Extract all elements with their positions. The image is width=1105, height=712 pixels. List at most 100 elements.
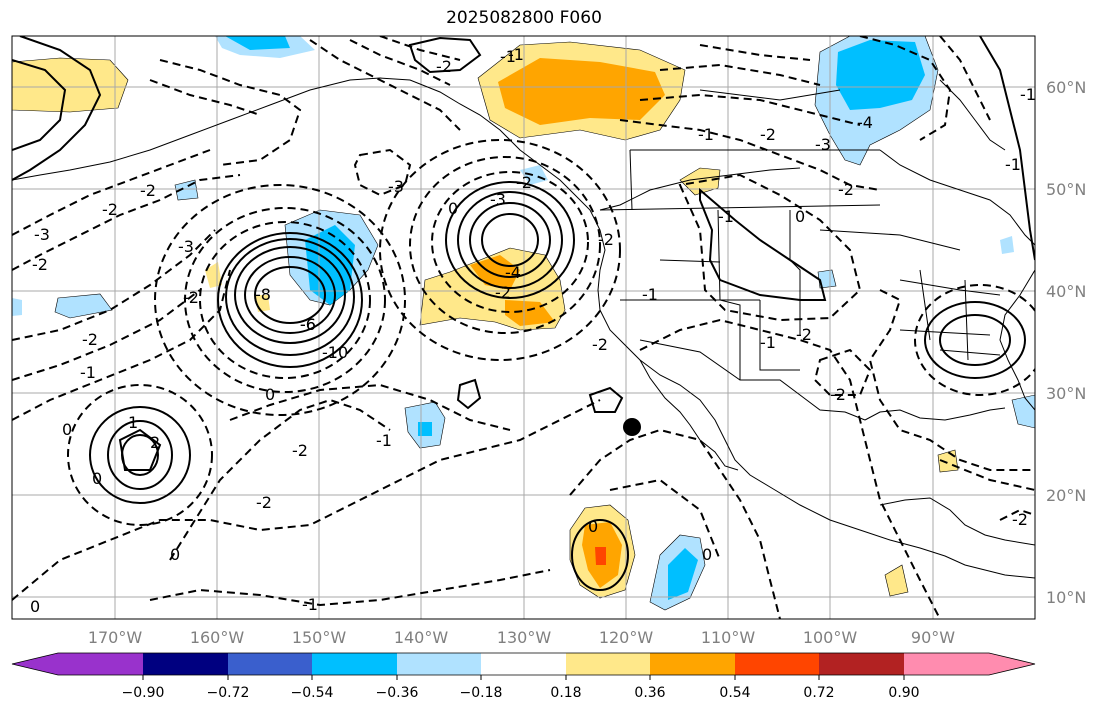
contour-label: -1 [642,285,658,304]
contour-label: -2 [796,325,812,344]
colorbar-extend-right [989,653,1035,675]
contour-label: -2 [292,441,308,460]
contour-label: -2 [140,181,156,200]
contour-label: -1 [80,363,96,382]
colorbar-tick-label: 0.54 [719,685,750,701]
colorbar-segment [58,653,143,675]
colorbar-tick-label: −0.90 [122,685,165,701]
lat-label: 60°N [1046,78,1086,97]
lat-label: 20°N [1046,486,1086,505]
lon-label: 120°W [599,628,654,647]
contour-label: -3 [34,225,50,244]
contour-label: 0 [588,517,598,536]
contour-label: 0 [62,420,72,439]
colorbar-tick-label: −0.18 [460,685,503,701]
contour-label: -1 [508,45,524,64]
colorbar-segment [566,653,650,675]
lon-label: 110°W [701,628,756,647]
colorbar-extend-left [12,653,58,675]
colorbar-segment [735,653,819,675]
contour-label: -1 [1020,85,1036,104]
colorbar-segment [650,653,735,675]
colorbar-outline [11,652,1036,676]
contour-label: -1 [302,595,318,614]
contour-label: -1 [376,431,392,450]
contour-label: -2 [1012,510,1028,529]
lat-label: 10°N [1046,588,1086,607]
contour-label: 1 [128,413,138,432]
colorbar-segment [819,653,904,675]
coastlines [12,77,1035,579]
contour-label: 0 [92,469,102,488]
colorbar-tick-label: 0.90 [888,685,919,701]
latitude-labels: 60°N 50°N 40°N 30°N 20°N 10°N [1046,78,1086,607]
contour-lines [12,36,1035,619]
lon-label: 100°W [803,628,858,647]
contour-label: -2 [183,288,199,307]
contour-label: -2 [256,493,272,512]
colorbar-segment [312,653,397,675]
contour-label: 0 [30,597,40,616]
contour-label: -1 [1005,155,1021,174]
colorbar-tick-label: −0.36 [376,685,419,701]
lon-label: 140°W [394,628,449,647]
contour-label: -1 [760,333,776,352]
lon-label: 130°W [497,628,552,647]
contour-label: -4 [505,263,521,282]
contour-label: -1 [500,47,516,66]
contour-label: -2 [32,255,48,274]
contour-label: -6 [300,315,316,334]
contour-label: -2 [436,57,452,76]
contour-label: -2 [82,330,98,349]
colorbar-tick-label: −0.72 [207,685,250,701]
colorbar-tick-label: 0.18 [550,685,581,701]
contour-label: -6 [300,315,316,334]
contour-label: -2 [516,173,532,192]
colorbar-tick-label: 0.36 [634,685,665,701]
longitude-labels: 170°W 160°W 150°W 140°W 130°W 120°W 110°… [88,628,955,647]
contour-label: -2 [598,230,614,249]
contour-label: -3 [490,190,506,209]
colorbar-tick-labels: −0.90 −0.72 −0.54 −0.36 −0.18 0.18 0.36 … [122,685,920,701]
contour-label: -2 [592,335,608,354]
colorbar: −0.90 −0.72 −0.54 −0.36 −0.18 0.18 0.36 … [11,652,1036,701]
contour-label: -4 [857,113,873,132]
contour-label: 0 [795,207,805,226]
contour-label: -2 [838,180,854,199]
lon-label: 170°W [88,628,143,647]
contour-label-group: -2 0 -1 -2 -6 -3 -2 -2 -3 0 -1 -2 -4 -2 … [30,45,1036,616]
colorbar-segment [904,653,989,675]
contour-label: 0 [702,545,712,564]
lon-label: 90°W [911,628,955,647]
contour-label: -1 [698,125,714,144]
map-title: 2025082800 F060 [446,8,602,28]
lat-label: 40°N [1046,282,1086,301]
contour-label: 0 [170,545,180,564]
contour-label: -2 [760,125,776,144]
contour-label: -2 [495,283,511,302]
contour-label: -8 [255,285,271,304]
colorbar-tick-label: 0.72 [803,685,834,701]
lat-label: 50°N [1046,180,1086,199]
contour-label: 2 [150,433,160,452]
station-marker [623,418,641,436]
map-frame [11,35,1036,620]
lat-label: 30°N [1046,384,1086,403]
contour-label: -3 [815,135,831,154]
colorbar-segment [143,653,228,675]
contour-label: -3 [178,237,194,256]
contour-label: -10 [322,343,348,362]
contour-label: -3 [388,177,404,196]
colorbar-tick-label: −0.54 [291,685,334,701]
contour-label: -2 [102,200,118,219]
contour-label: 0 [448,199,458,218]
contour-label: -2 [830,385,846,404]
colorbar-segment [397,653,481,675]
contour-label: -1 [718,207,734,226]
contour-label: 0 [265,385,275,404]
lon-label: 150°W [292,628,347,647]
lon-label: 160°W [190,628,245,647]
colorbar-ticks [142,675,905,680]
colorbar-segment [481,653,566,675]
